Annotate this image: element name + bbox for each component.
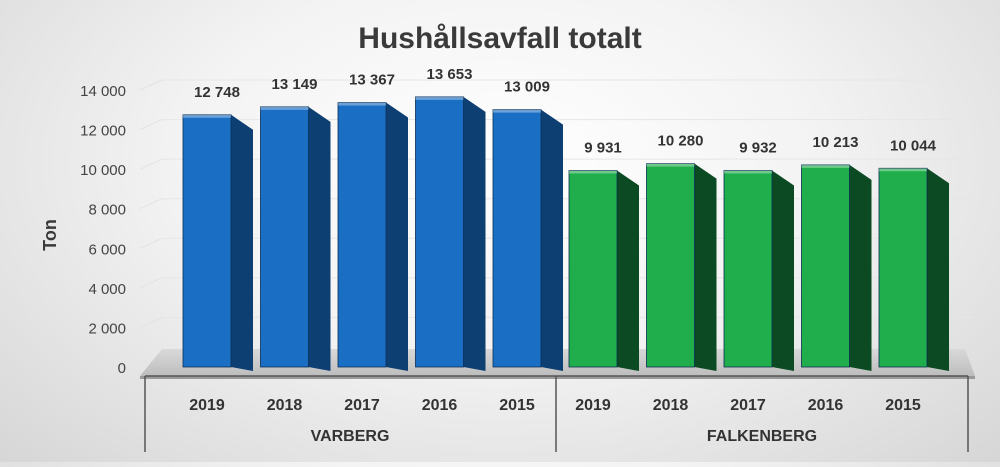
bars <box>182 96 949 372</box>
gridline-diag <box>139 158 163 170</box>
bar <box>568 170 618 368</box>
bar-side <box>772 170 794 371</box>
data-label: 10 280 <box>658 133 704 150</box>
bar <box>337 102 387 368</box>
bar-side <box>541 109 563 372</box>
gridline-diag <box>139 237 163 249</box>
gridline-diag <box>139 316 163 328</box>
data-label: 10 044 <box>890 137 937 154</box>
data-label: 9 932 <box>739 139 777 156</box>
bar-side <box>386 102 408 372</box>
gridline-diag <box>139 79 163 91</box>
x-tick-label: 2017 <box>730 397 766 414</box>
gridline-diag <box>139 198 163 210</box>
bar <box>492 109 542 368</box>
y-tick-label: 8 000 <box>88 202 126 219</box>
bar-top <box>569 170 617 174</box>
bar-side <box>463 96 486 371</box>
bar-side <box>231 114 253 371</box>
bar-top <box>493 109 541 113</box>
x-tick-label: 2019 <box>575 397 611 414</box>
data-label: 13 367 <box>349 72 395 89</box>
bar-top <box>260 106 309 110</box>
bar-side <box>617 170 639 371</box>
floor-edge <box>140 376 975 379</box>
bar-top <box>724 170 772 174</box>
bar <box>801 164 850 368</box>
group-label: FALKENBERG <box>707 428 817 445</box>
y-axis-label: Ton <box>40 219 60 251</box>
data-label: 13 009 <box>504 79 550 96</box>
y-tick-label: 0 <box>118 360 126 377</box>
bar-side <box>849 164 872 371</box>
y-tick-label: 14 000 <box>80 83 126 100</box>
x-tick-label: 2018 <box>267 397 303 414</box>
x-tick-label: 2016 <box>808 397 844 414</box>
data-label: 13 149 <box>272 76 318 93</box>
x-tick-label: 2017 <box>344 397 380 414</box>
bar-top <box>338 102 386 106</box>
bar-side <box>308 106 331 371</box>
bar <box>723 170 773 368</box>
x-tick-label: 2016 <box>422 397 458 414</box>
gridline-diag <box>139 277 163 289</box>
bar <box>260 106 309 368</box>
y-tick-label: 2 000 <box>88 320 126 337</box>
data-label: 12 748 <box>194 84 240 101</box>
bar-top <box>879 168 927 172</box>
bar <box>646 163 695 368</box>
x-tick-label: 2018 <box>653 397 689 414</box>
bar <box>182 114 232 368</box>
data-labels: 12 748 13 149 13 367 13 653 13 009 9 931 10 28… <box>194 66 937 157</box>
y-tick-label: 10 000 <box>80 162 126 179</box>
data-label: 13 653 <box>427 66 473 83</box>
y-tick-label: 6 000 <box>88 241 126 258</box>
data-label: 9 931 <box>584 140 622 157</box>
bar-side <box>927 168 949 371</box>
group-label: VARBERG <box>311 428 390 445</box>
bar-top <box>415 96 464 100</box>
bar <box>878 167 928 368</box>
bar-top <box>183 114 231 118</box>
y-tick-label: 4 000 <box>88 281 126 298</box>
chart-title: Hushållsavfall totalt <box>358 22 641 55</box>
data-label: 10 213 <box>813 134 859 151</box>
bar <box>415 96 464 368</box>
gridline-diag <box>139 119 163 131</box>
x-tick-label: 2019 <box>189 397 225 414</box>
bar-top <box>801 164 850 168</box>
bar-top <box>646 163 695 167</box>
x-tick-label: 2015 <box>885 397 921 414</box>
bar-side <box>694 163 717 371</box>
x-tick-label: 2015 <box>499 397 535 414</box>
axes: 0 2 000 4 000 6 000 8 000 10 000 12 000 14 000 2… <box>80 83 969 452</box>
y-tick-label: 12 000 <box>80 123 126 140</box>
